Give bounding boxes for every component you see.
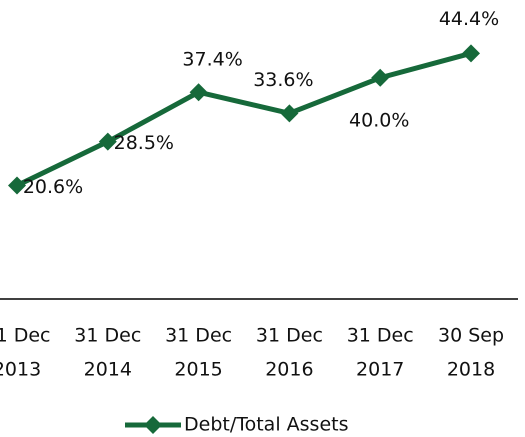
x-tick-label: 2017 (356, 359, 404, 381)
x-tick-label: 2013 (0, 359, 41, 381)
data-point (8, 176, 26, 195)
x-tick-label: 31 Dec (256, 325, 323, 347)
x-tick-label: 31 Dec (74, 325, 141, 347)
data-label: 28.5% (114, 132, 174, 154)
x-tick-label: 31 Dec (165, 325, 232, 347)
data-label: 44.4% (439, 8, 499, 30)
legend-marker (144, 416, 162, 434)
data-point (189, 83, 208, 102)
x-tick-label: 2018 (447, 359, 495, 381)
x-tick-label: 2016 (265, 359, 313, 381)
data-label: 20.6% (23, 176, 83, 198)
x-tick-label: 2015 (174, 359, 222, 381)
x-tick-label: 2014 (84, 359, 132, 381)
data-point (280, 104, 299, 123)
data-label: 40.0% (349, 109, 409, 131)
data-point (98, 132, 117, 151)
x-tick-label: 31 Dec (0, 325, 50, 347)
x-tick-label: 31 Dec (347, 325, 414, 347)
data-point (371, 68, 390, 87)
data-label: 37.4% (182, 49, 242, 71)
data-label: 33.6% (253, 69, 313, 91)
legend-label: Debt/Total Assets (184, 414, 348, 436)
x-tick-label: 30 Sep (438, 325, 504, 347)
data-point (462, 44, 480, 63)
data-line (15, 50, 472, 188)
